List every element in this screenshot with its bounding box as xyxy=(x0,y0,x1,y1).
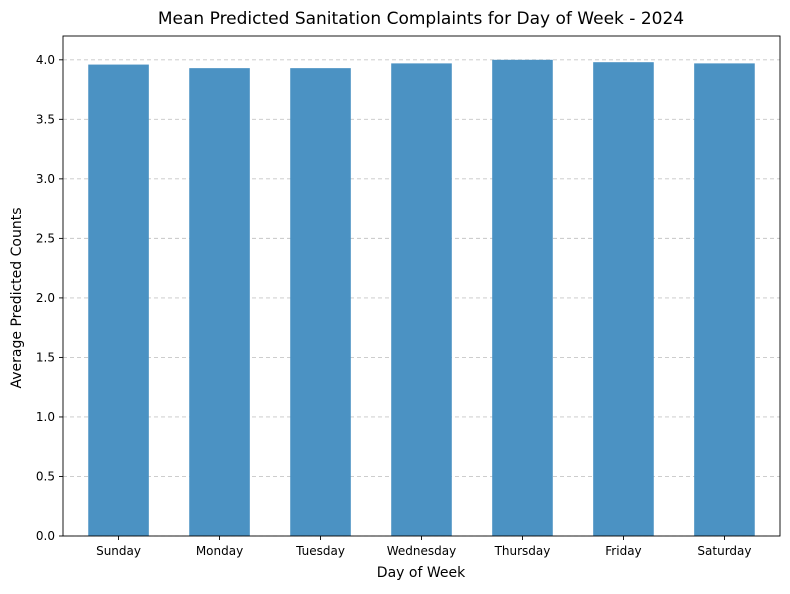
bar-friday xyxy=(593,62,654,536)
y-tick-label: 0.5 xyxy=(36,469,55,483)
plot-frame xyxy=(62,35,781,537)
bar-thursday xyxy=(492,59,553,537)
bar-wednesday xyxy=(391,63,452,536)
x-tick-label: Wednesday xyxy=(387,544,456,558)
y-tick-label: 1.5 xyxy=(36,350,55,364)
axes xyxy=(59,35,781,540)
y-tick-label: 4.0 xyxy=(36,53,55,67)
bar-saturday xyxy=(694,63,755,536)
y-tick-label: 1.0 xyxy=(36,410,55,424)
bars xyxy=(88,59,755,537)
bar-sunday xyxy=(88,64,149,537)
x-tick-label: Sunday xyxy=(96,544,141,558)
x-tick-label: Tuesday xyxy=(295,544,345,558)
y-tick-label: 2.0 xyxy=(36,291,55,305)
x-tick-label: Thursday xyxy=(494,544,551,558)
x-tick-label: Monday xyxy=(196,544,243,558)
x-tick-label: Saturday xyxy=(697,544,751,558)
y-tick-label: 3.5 xyxy=(36,112,55,126)
tick-labels: 0.0 0.5 1.0 1.5 2.0 2.5 3.0 3.5 4.0 Sunday Monday T… xyxy=(36,53,752,558)
bar-tuesday xyxy=(290,68,351,537)
y-tick-label: 2.5 xyxy=(36,231,55,245)
chart-title: Mean Predicted Sanitation Complaints for… xyxy=(158,9,684,29)
x-axis-label: Day of Week xyxy=(377,565,466,581)
y-axis-label: Average Predicted Counts xyxy=(9,208,25,389)
bar-monday xyxy=(189,68,250,537)
y-tick-label: 3.0 xyxy=(36,172,55,186)
y-tick-label: 0.0 xyxy=(36,529,55,543)
x-tick-label: Friday xyxy=(605,544,641,558)
